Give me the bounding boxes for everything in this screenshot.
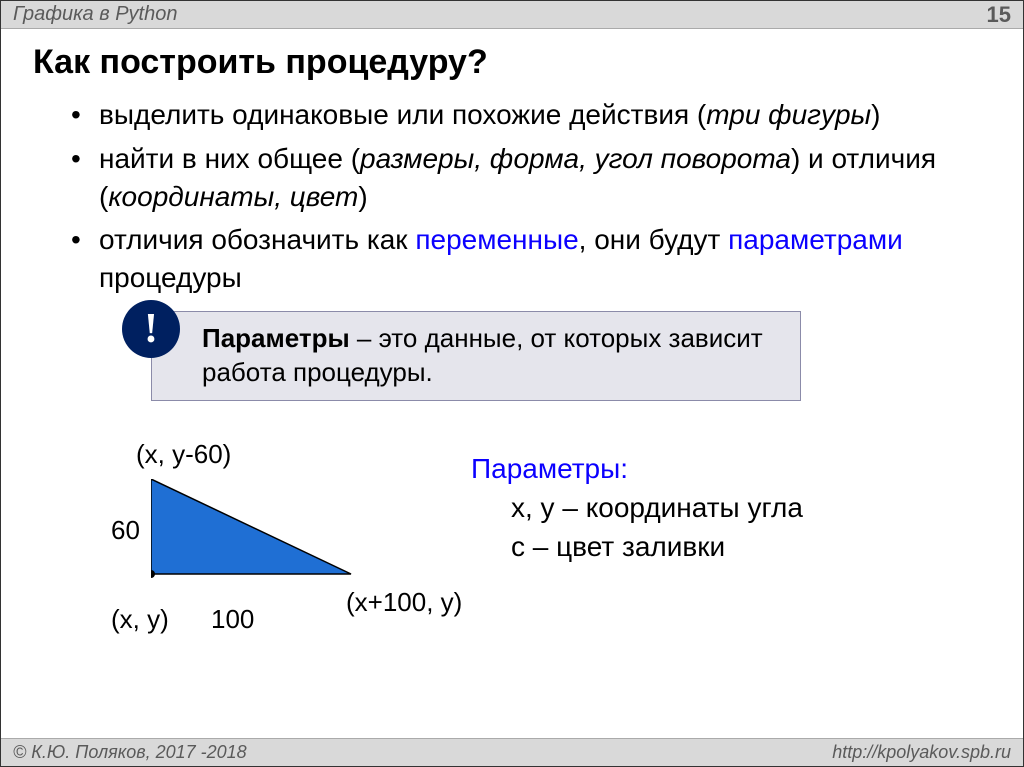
side-label-left: 60 — [111, 515, 140, 546]
page-number: 15 — [987, 2, 1011, 28]
bullet-italic: координаты, цвет — [108, 181, 358, 212]
bullet-text: выделить одинаковые или похожие действия… — [99, 99, 706, 130]
bullet-italic: три фигуры — [706, 99, 871, 130]
slide-header: Графика в Python 15 — [1, 1, 1023, 29]
bullet-text: найти в них общее ( — [99, 143, 360, 174]
params-line: c – цвет заливки — [471, 527, 803, 566]
bullet-text: отличия обозначить как — [99, 224, 415, 255]
footer-url: http://kpolyakov.spb.ru — [832, 742, 1011, 763]
slide-title: Как построить процедуру? — [1, 29, 1023, 96]
side-label-bottom: 100 — [211, 604, 254, 635]
bullet-text: процедуры — [99, 262, 242, 293]
callout-box: ! Параметры – это данные, от которых зав… — [151, 311, 801, 401]
bullet-text: ) — [871, 99, 880, 130]
diagram-area: (x, y-60) 60 (x, y) 100 (x+100, y) Парам… — [1, 429, 1023, 659]
footer-copyright: © К.Ю. Поляков, 2017 -2018 — [13, 742, 247, 763]
callout-container: ! Параметры – это данные, от которых зав… — [151, 311, 1023, 401]
bullet-blue: переменные — [415, 224, 578, 255]
bullet-text: ) — [358, 181, 367, 212]
params-line: x, y – координаты угла — [471, 488, 803, 527]
bullet-item: отличия обозначить как переменные, они б… — [71, 221, 963, 297]
bullet-list: выделить одинаковые или похожие действия… — [1, 96, 1023, 297]
slide-footer: © К.Ю. Поляков, 2017 -2018 http://kpolya… — [1, 738, 1023, 766]
coord-label-br: (x+100, y) — [346, 587, 462, 618]
params-title: Параметры: — [471, 453, 628, 484]
params-block: Параметры: x, y – координаты угла c – цв… — [471, 449, 803, 567]
bullet-item: выделить одинаковые или похожие действия… — [71, 96, 963, 134]
bullet-text: , они будут — [579, 224, 728, 255]
bullet-italic: размеры, форма, угол поворота — [360, 143, 791, 174]
bullet-item: найти в них общее (размеры, форма, угол … — [71, 140, 963, 216]
header-title: Графика в Python — [13, 3, 177, 26]
bullet-blue: параметрами — [728, 224, 903, 255]
triangle-shape — [151, 479, 351, 574]
callout-bold: Параметры — [202, 323, 350, 353]
exclaim-icon: ! — [122, 300, 180, 358]
triangle-diagram — [151, 479, 361, 584]
coord-label-top: (x, y-60) — [136, 439, 231, 470]
coord-label-bl: (x, y) — [111, 604, 169, 635]
